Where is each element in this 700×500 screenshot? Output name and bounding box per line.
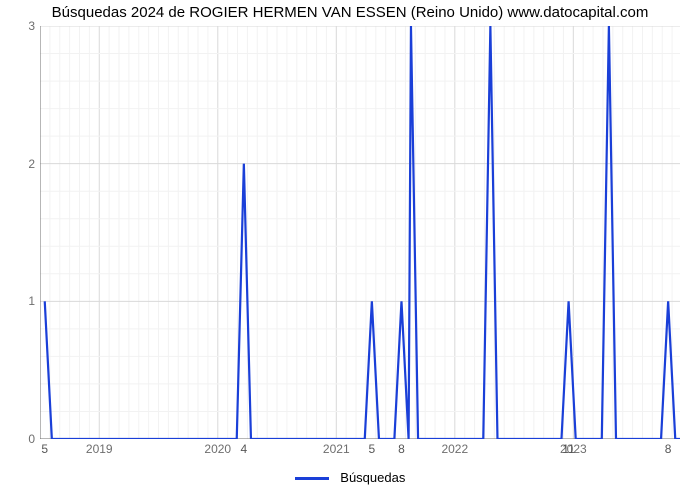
x-tick-label: 2020 — [204, 442, 231, 456]
y-tick-label: 1 — [5, 294, 35, 308]
grid — [40, 26, 680, 439]
y-tick-label: 0 — [5, 432, 35, 446]
peak-label: 8 — [665, 442, 672, 456]
series-line — [45, 26, 680, 439]
peak-label: 5 — [369, 442, 376, 456]
peak-label: 5 — [41, 442, 48, 456]
chart-title: Búsquedas 2024 de ROGIER HERMEN VAN ESSE… — [0, 4, 700, 21]
legend: Búsquedas — [0, 470, 700, 485]
y-tick-label: 2 — [5, 157, 35, 171]
legend-swatch — [295, 477, 329, 480]
chart-plot — [40, 26, 680, 439]
y-tick-label: 3 — [5, 19, 35, 33]
x-tick-label: 2021 — [323, 442, 350, 456]
peak-label: 11 — [562, 442, 574, 456]
x-tick-label: 2022 — [441, 442, 468, 456]
peak-label: 4 — [241, 442, 248, 456]
peak-label: 8 — [398, 442, 405, 456]
legend-label: Búsquedas — [340, 470, 405, 485]
axes — [40, 26, 680, 439]
x-tick-label: 2019 — [86, 442, 113, 456]
